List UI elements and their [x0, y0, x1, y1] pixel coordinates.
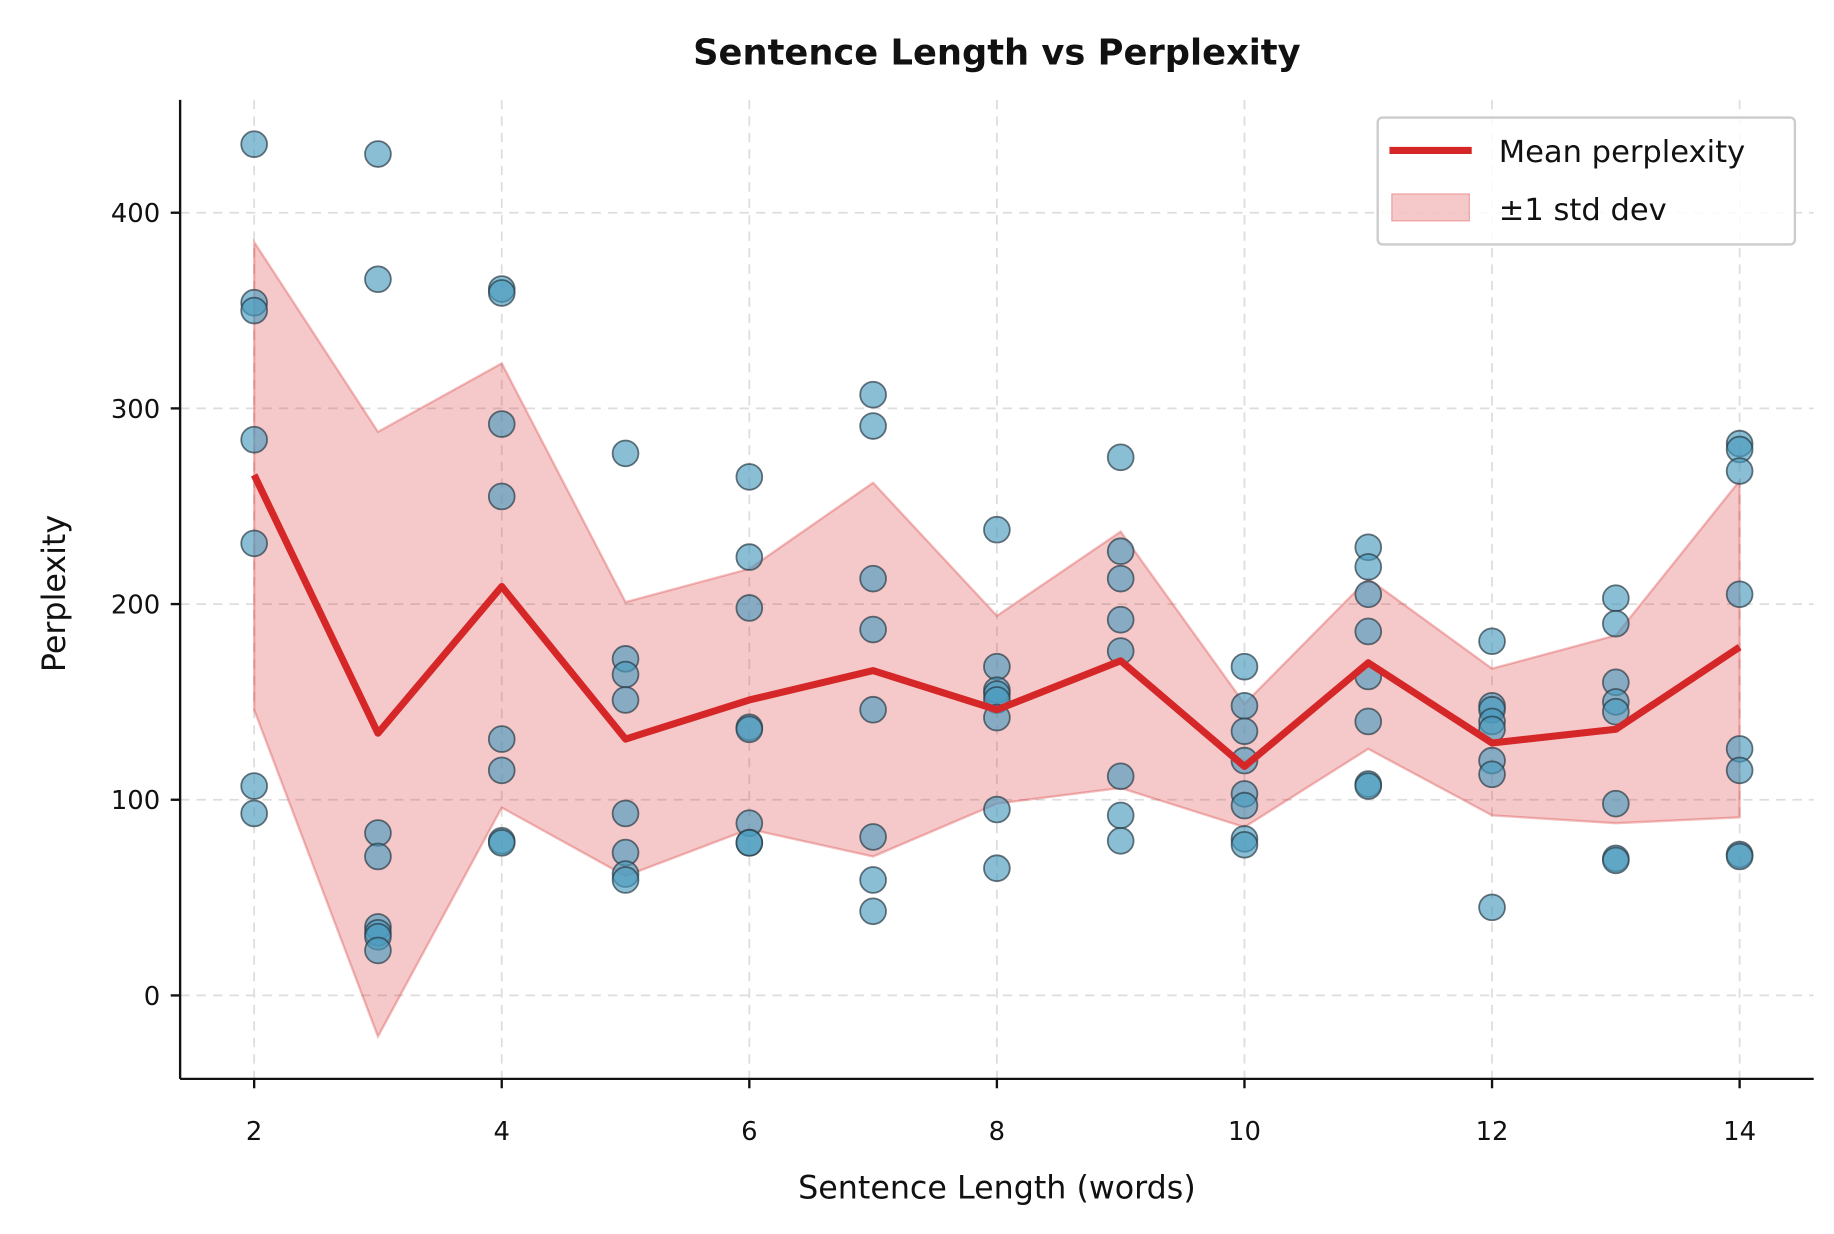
data-point [735, 715, 764, 744]
data-point [364, 265, 392, 294]
data-point [1230, 692, 1259, 720]
data-point [240, 799, 268, 828]
data-point [735, 828, 764, 857]
data-point [364, 140, 392, 168]
data-point [1354, 772, 1383, 800]
data-point [983, 795, 1011, 824]
data-point [735, 543, 764, 571]
data-point [1230, 746, 1259, 775]
data-point [1725, 842, 1754, 871]
data-point [1354, 553, 1383, 581]
data-point [859, 380, 887, 409]
data-point [364, 842, 392, 871]
y-tick-label: 0 [144, 982, 160, 1012]
data-point [1725, 457, 1754, 485]
data-point [735, 463, 764, 491]
data-point [364, 936, 392, 965]
data-point [859, 695, 887, 724]
data-point [487, 482, 516, 511]
x-tick-label: 10 [1228, 1117, 1261, 1147]
data-point [859, 866, 887, 894]
data-point [1354, 617, 1383, 646]
x-tick-label: 14 [1723, 1117, 1756, 1147]
data-point [1230, 652, 1259, 681]
y-tick-label: 300 [111, 395, 160, 425]
std-band-layer [252, 238, 1741, 1040]
data-point [1602, 789, 1630, 818]
data-point [611, 866, 640, 894]
grid [180, 99, 1814, 1079]
legend: Mean perplexity ±1 std dev [1376, 116, 1797, 246]
data-point [735, 594, 764, 622]
data-point [1106, 801, 1135, 830]
x-tick-label: 2 [246, 1117, 262, 1147]
data-point [487, 725, 516, 753]
std-band [252, 238, 1741, 1040]
data-point [611, 799, 640, 828]
ticks: 2 4 6 8 10 12 14 0 100 200 300 400 [111, 199, 1756, 1147]
data-point [859, 615, 887, 644]
legend-box [1376, 116, 1797, 246]
data-point [611, 660, 640, 689]
x-tick-label: 6 [741, 1117, 757, 1147]
data-point [1106, 564, 1135, 593]
data-point [1230, 830, 1259, 859]
data-point [859, 564, 887, 593]
y-tick-label: 400 [111, 199, 160, 229]
data-point [240, 130, 268, 159]
data-point [1725, 756, 1754, 785]
data-point [1602, 609, 1630, 638]
data-point [1106, 762, 1135, 791]
data-point [1602, 697, 1630, 726]
data-point [983, 652, 1011, 681]
data-point [1354, 707, 1383, 736]
mean-line [250, 473, 1742, 771]
data-point [859, 823, 887, 851]
data-point [1106, 537, 1135, 566]
legend-mean-label: Mean perplexity [1499, 135, 1745, 170]
data-point [1478, 627, 1506, 656]
data-point [611, 439, 640, 468]
legend-band-swatch [1391, 193, 1470, 222]
data-point [364, 819, 392, 847]
data-point [1602, 584, 1630, 613]
data-point [983, 515, 1011, 544]
y-tick-label: 100 [111, 786, 160, 816]
x-tick-label: 8 [989, 1117, 1005, 1147]
data-point [240, 529, 268, 558]
data-point [240, 296, 268, 325]
data-point [240, 425, 268, 454]
data-point [1602, 846, 1630, 875]
data-point [487, 410, 516, 438]
data-point [611, 686, 640, 714]
data-point [240, 772, 268, 800]
data-point [1106, 827, 1135, 855]
data-point [859, 897, 887, 926]
data-point [1478, 760, 1506, 789]
x-tick-label: 12 [1476, 1117, 1509, 1147]
scatter-points [240, 130, 1754, 965]
x-tick-label: 4 [494, 1117, 510, 1147]
data-point [1106, 605, 1135, 634]
legend-band-label: ±1 std dev [1499, 193, 1667, 228]
data-point [487, 828, 516, 857]
data-point [1354, 580, 1383, 609]
y-tick-label: 200 [111, 590, 160, 620]
data-point [487, 279, 516, 307]
x-axis-label: Sentence Length (words) [798, 1171, 1196, 1207]
data-point [1230, 791, 1259, 820]
chart-title: Sentence Length vs Perplexity [693, 33, 1300, 74]
mean-line-layer [250, 473, 1742, 771]
y-axis-label: Perplexity [37, 515, 73, 672]
data-point [983, 854, 1011, 883]
data-point [859, 412, 887, 440]
data-point [1478, 893, 1506, 922]
data-point [487, 756, 516, 785]
data-point [1106, 443, 1135, 472]
data-point [1230, 717, 1259, 746]
data-point [1725, 580, 1754, 609]
